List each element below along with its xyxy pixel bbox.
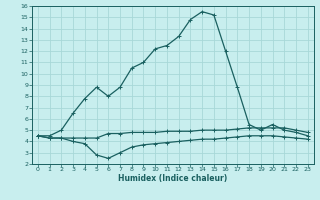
X-axis label: Humidex (Indice chaleur): Humidex (Indice chaleur) <box>118 174 228 183</box>
